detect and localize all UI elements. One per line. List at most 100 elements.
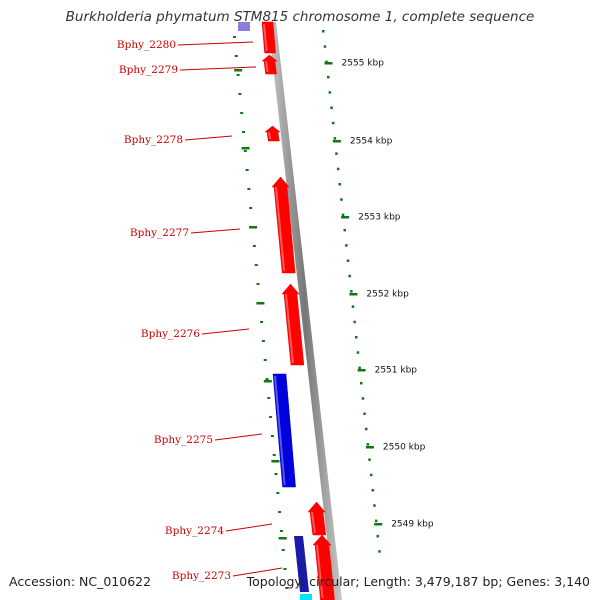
gene-arrow[interactable] xyxy=(281,283,305,366)
gene-arrow[interactable] xyxy=(307,501,327,536)
backbone-ring xyxy=(268,22,342,600)
label-leader-line xyxy=(184,135,233,141)
scale-minor-tick xyxy=(373,504,376,507)
scale-minor-tick xyxy=(323,45,327,48)
gene-fragment xyxy=(294,536,309,592)
gene-highlight xyxy=(311,511,316,534)
scale-minor-tick xyxy=(360,381,363,385)
scale-minor-tick xyxy=(340,198,343,201)
gene-label[interactable]: Bphy_2273 xyxy=(172,567,283,582)
gene-label-text[interactable]: Bphy_2275 xyxy=(154,434,213,446)
inner-tick xyxy=(261,340,265,342)
inner-tick xyxy=(252,245,256,247)
backbone-band xyxy=(268,22,342,600)
scale-minor-tick xyxy=(327,75,330,79)
scale-label: 2555 kbp xyxy=(342,59,385,69)
inner-tick xyxy=(285,587,289,589)
gene-shape[interactable] xyxy=(281,283,305,366)
scale-label: 2549 kbp xyxy=(391,520,434,530)
gene-shape[interactable] xyxy=(264,125,281,142)
gene-highlight xyxy=(268,131,272,140)
inner-tick xyxy=(249,207,253,209)
gene-shape[interactable] xyxy=(272,373,296,488)
scale-minor-tick xyxy=(378,550,381,553)
inner-major-tick xyxy=(256,302,265,305)
gene-highlight xyxy=(274,375,286,486)
gene-shape[interactable] xyxy=(261,21,276,54)
inner-tick xyxy=(270,435,274,437)
inner-tick xyxy=(272,454,276,456)
gene-arrow[interactable] xyxy=(261,21,276,54)
gene-shape[interactable] xyxy=(271,176,296,274)
gene-shape[interactable] xyxy=(307,501,327,536)
inner-tick xyxy=(233,36,236,38)
gene-shape[interactable] xyxy=(312,534,335,600)
scale-minor-tick xyxy=(358,366,361,370)
inner-tick xyxy=(269,416,273,418)
scale-minor-tick xyxy=(371,489,375,492)
gene-arrow[interactable] xyxy=(271,176,296,274)
scale-label: 2550 kbp xyxy=(383,443,426,453)
inner-tick xyxy=(240,112,244,114)
label-leader-line xyxy=(214,433,263,441)
topology-text: Topology: circular; Length: 3,479,187 bp… xyxy=(246,574,590,589)
scale-minor-tick xyxy=(374,519,378,523)
scale-minor-tick xyxy=(350,290,353,293)
scale-major-tick xyxy=(349,293,358,296)
scale-minor-tick xyxy=(328,91,332,94)
scale-major-tick xyxy=(365,446,374,449)
scale-major-tick xyxy=(341,216,350,219)
scale-minor-tick xyxy=(365,427,368,431)
scale-minor-tick xyxy=(351,305,355,308)
scale-label: 2553 kbp xyxy=(358,213,401,223)
gene-arrow[interactable] xyxy=(264,125,281,142)
scale-minor-tick xyxy=(356,351,360,354)
scale-minor-tick xyxy=(363,412,366,415)
gene-label[interactable]: Bphy_2275 xyxy=(154,433,263,446)
scale-minor-tick xyxy=(333,137,337,140)
inner-major-tick xyxy=(241,147,250,150)
scale-minor-tick xyxy=(355,336,358,339)
inner-tick xyxy=(236,74,240,76)
inner-tick xyxy=(276,492,280,494)
gene-label-text[interactable]: Bphy_2280 xyxy=(117,39,176,51)
gene-label-text[interactable]: Bphy_2278 xyxy=(124,134,183,146)
gene-track xyxy=(238,21,335,600)
scale-minor-tick xyxy=(348,274,351,278)
scale-minor-tick xyxy=(368,458,371,461)
gene-arrow[interactable] xyxy=(272,373,296,488)
inner-tick xyxy=(278,511,282,513)
gene-arrow[interactable] xyxy=(312,534,335,600)
gene-label[interactable]: Bphy_2280 xyxy=(117,39,254,51)
inner-major-tick xyxy=(271,460,280,463)
scale-minor-tick xyxy=(325,60,328,64)
gene-label[interactable]: Bphy_2277 xyxy=(130,227,241,239)
gene-label-text[interactable]: Bphy_2279 xyxy=(119,64,178,76)
gene-label[interactable]: Bphy_2276 xyxy=(141,328,250,340)
inner-tick xyxy=(245,169,249,171)
scale-minor-tick xyxy=(361,397,365,400)
gene-shape[interactable] xyxy=(261,54,278,75)
gene-label-text[interactable]: Bphy_2277 xyxy=(130,227,189,239)
gene-arrow[interactable] xyxy=(261,54,278,75)
gene-label-text[interactable]: Bphy_2276 xyxy=(141,328,200,340)
gene-label-text[interactable]: Bphy_2273 xyxy=(172,570,231,582)
scale-major-tick xyxy=(357,369,366,372)
gene-label[interactable]: Bphy_2278 xyxy=(124,134,233,146)
inner-tick xyxy=(263,359,267,361)
gene-label[interactable]: Bphy_2274 xyxy=(165,523,273,537)
scale-minor-tick xyxy=(366,443,370,446)
gene-fragment xyxy=(238,22,250,31)
gene-label-text[interactable]: Bphy_2274 xyxy=(165,525,224,537)
scale-major-tick xyxy=(324,62,333,65)
gene-label[interactable]: Bphy_2279 xyxy=(119,64,257,76)
inner-tick xyxy=(256,283,260,285)
scale-minor-tick xyxy=(341,213,345,217)
inner-tick xyxy=(281,549,285,551)
inner-tick xyxy=(260,321,264,323)
inner-tick xyxy=(265,378,269,380)
scale-minor-tick xyxy=(345,244,348,247)
inner-tick xyxy=(279,530,283,532)
gene-highlight xyxy=(265,60,269,73)
